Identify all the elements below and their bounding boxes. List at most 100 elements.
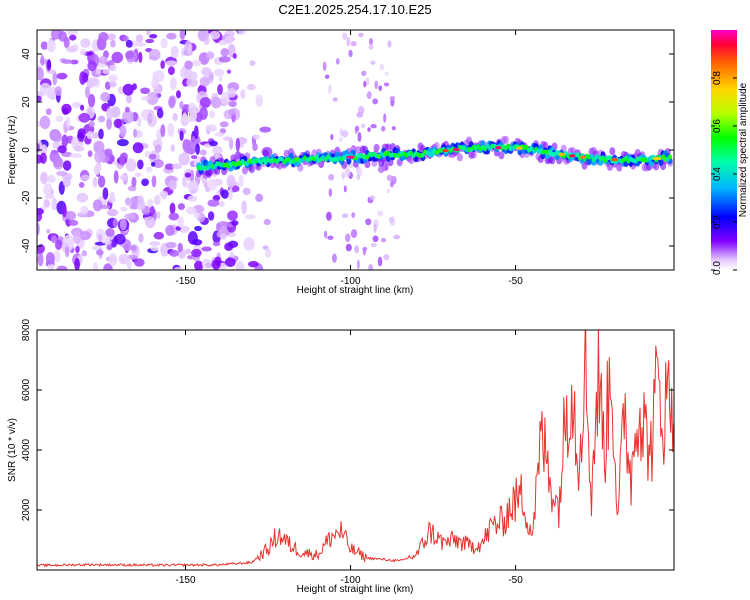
x-tick-label: -50 (508, 575, 523, 586)
colorbar: 0.0 0.2 0.4 0.6 0.8 Normalized spectral ampl… (711, 30, 749, 275)
noise-blob (184, 60, 193, 70)
noise-blob (325, 211, 332, 221)
noise-blob (53, 155, 63, 168)
noise-blob (179, 30, 186, 41)
noise-blob (46, 228, 51, 234)
y-tick-label: -40 (21, 238, 32, 253)
noise-blob (104, 148, 113, 158)
noise-blob (328, 173, 335, 181)
noise-blob (193, 212, 200, 219)
noise-blob (372, 98, 379, 105)
noise-blob (145, 166, 153, 173)
ridge-cell (658, 158, 664, 166)
noise-blob (125, 197, 132, 206)
ridge-cell (498, 151, 505, 160)
noise-blob (141, 96, 151, 101)
noise-blob (231, 220, 239, 226)
noise-blob (77, 128, 86, 139)
noise-blob (220, 48, 229, 57)
noise-blob (146, 30, 151, 36)
noise-blob (111, 51, 124, 64)
ridge-cell (373, 143, 380, 152)
noise-blob (381, 125, 386, 132)
noise-blob (228, 100, 237, 108)
ridge-cell (542, 141, 549, 150)
noise-blob (39, 115, 51, 130)
noise-blob (46, 38, 56, 53)
spectrogram-y-label: Frequency (Hz) (7, 116, 18, 185)
colorbar-ticks: 0.0 0.2 0.4 0.6 0.8 (711, 71, 737, 275)
noise-blob (87, 60, 97, 72)
noise-blob (335, 58, 340, 65)
noise-blob (209, 110, 215, 119)
noise-blob (86, 77, 99, 86)
noise-blob (356, 259, 360, 270)
noise-blob (219, 128, 227, 134)
noise-blob (227, 210, 238, 221)
colorbar-tick-label: 0.2 (712, 215, 723, 229)
y-tick-label: 8000 (21, 318, 32, 341)
snr-series-line (37, 330, 674, 568)
noise-blob (327, 235, 334, 240)
noise-blob (45, 252, 55, 265)
ridge-cell (589, 153, 594, 159)
noise-blob (118, 253, 130, 265)
noise-blob (80, 104, 85, 111)
ridge-cell (607, 155, 612, 161)
noise-blob (255, 94, 263, 108)
noise-blob (62, 160, 72, 171)
ridge-peak (611, 158, 619, 162)
noise-blob (383, 82, 390, 87)
noise-blob (252, 134, 260, 140)
noise-blob (330, 134, 334, 141)
noise-blob (207, 178, 218, 191)
x-tick-label: -100 (341, 276, 361, 287)
noise-blob (217, 201, 225, 207)
noise-blob (138, 51, 143, 63)
noise-blob (98, 128, 104, 140)
noise-blob (122, 35, 129, 42)
noise-blob (367, 127, 371, 132)
noise-blob (68, 219, 79, 226)
noise-blob (79, 230, 91, 241)
noise-blob (219, 233, 227, 240)
noise-blob (191, 239, 203, 246)
noise-blob (94, 150, 105, 163)
y-tick-label: 20 (21, 96, 32, 108)
noise-blob (225, 35, 233, 45)
noise-blob (357, 105, 365, 115)
ridge-peak (452, 147, 460, 152)
noise-blob (362, 248, 367, 256)
noise-blob (219, 262, 227, 270)
noise-blob (58, 31, 67, 42)
noise-blob (149, 205, 155, 216)
noise-blob (108, 253, 118, 267)
noise-blob (152, 159, 164, 168)
noise-blob (331, 253, 337, 263)
noise-blob (78, 182, 85, 188)
noise-blob (198, 31, 208, 42)
noise-blob (354, 125, 360, 132)
noise-blob (75, 245, 80, 253)
noise-blob (190, 169, 195, 184)
noise-blob (207, 199, 220, 207)
colorbar-tick-label: 0.6 (712, 119, 723, 133)
noise-blob (185, 248, 191, 255)
noise-blob (134, 258, 145, 267)
noise-blob (188, 102, 197, 114)
noise-blob (205, 124, 217, 132)
noise-blob (389, 181, 394, 188)
noise-blob (187, 195, 198, 203)
y-tick-label: 0 (21, 147, 32, 153)
noise-blob (116, 139, 129, 147)
y-tick-label: 6000 (21, 378, 32, 401)
noise-blob (80, 174, 90, 181)
ridge-cell (241, 166, 248, 175)
noise-blob (62, 176, 71, 188)
noise-blob (154, 144, 162, 153)
snr-y-ticks: 2000 4000 6000 8000 (21, 318, 674, 521)
noise-blob (235, 261, 245, 270)
noise-blob (165, 225, 175, 236)
noise-blob (53, 250, 61, 263)
